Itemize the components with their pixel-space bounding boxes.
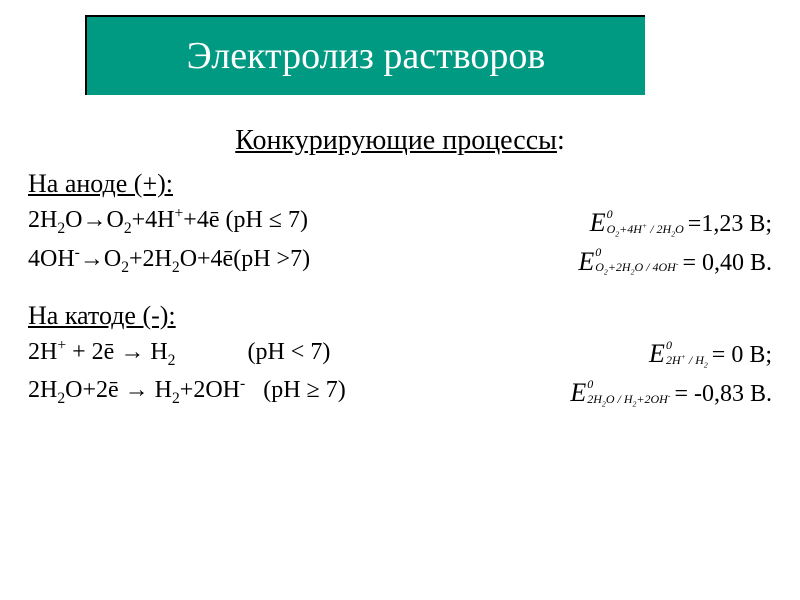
subtitle-text: Конкурирующие процессы bbox=[235, 125, 557, 156]
e-value: = -0,83 В. bbox=[674, 381, 772, 408]
e-symbol: E 0 O2+4H+ / 2H2O bbox=[590, 208, 684, 238]
e-symbol: E 0 2H2O / H2+2OH- bbox=[570, 378, 670, 408]
cathode-row: 2H2O+2ē → H2+2OH- (pH ≥ 7) E 0 2H2O / H2… bbox=[28, 375, 772, 408]
potential: E 0 O2+4H+ / 2H2O =1,23 В; bbox=[590, 208, 772, 238]
e-value: = 0 В; bbox=[712, 342, 772, 369]
cathode-row: 2H+ + 2ē → H2 (pH < 7) E 0 2H+ / H2 = 0 … bbox=[28, 337, 772, 370]
reaction: 2H2O+2ē → H2+2OH- (pH ≥ 7) bbox=[28, 375, 346, 408]
reaction: 2H+ + 2ē → H2 (pH < 7) bbox=[28, 337, 330, 370]
e-value: =1,23 В; bbox=[688, 211, 772, 238]
potential: E 0 2H2O / H2+2OH- = -0,83 В. bbox=[570, 378, 772, 408]
anode-heading: На аноде (+): bbox=[28, 169, 772, 199]
content-area: Конкурирующие процессы: На аноде (+): 2H… bbox=[28, 125, 772, 414]
e-symbol: E 0 O2+2H2O / 4OH- bbox=[578, 246, 678, 276]
reaction: 4OH-→O2+2H2O+4ē(pH >7) bbox=[28, 244, 310, 277]
subtitle: Конкурирующие процессы: bbox=[28, 125, 772, 157]
anode-row: 4OH-→O2+2H2O+4ē(pH >7) E 0 O2+2H2O / 4OH… bbox=[28, 244, 772, 277]
anode-row: 2H2O→O2+4H++4ē (pH ≤ 7) E 0 O2+4H+ / 2H2… bbox=[28, 205, 772, 238]
potential: E 0 O2+2H2O / 4OH- = 0,40 В. bbox=[578, 246, 772, 276]
cathode-heading: На катоде (-): bbox=[28, 301, 772, 331]
title-banner: Электролиз растворов bbox=[85, 15, 645, 95]
page-title: Электролиз растворов bbox=[187, 34, 546, 78]
e-symbol: E 0 2H+ / H2 bbox=[649, 339, 708, 369]
potential: E 0 2H+ / H2 = 0 В; bbox=[649, 339, 772, 369]
reaction: 2H2O→O2+4H++4ē (pH ≤ 7) bbox=[28, 205, 308, 238]
colon: : bbox=[557, 125, 565, 156]
e-value: = 0,40 В. bbox=[682, 250, 772, 277]
